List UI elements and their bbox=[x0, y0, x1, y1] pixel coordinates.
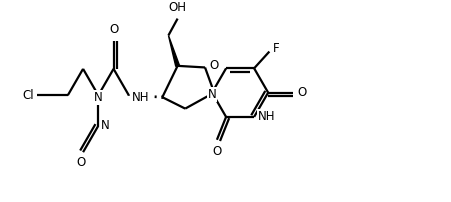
Text: O: O bbox=[212, 145, 221, 158]
Text: NH: NH bbox=[131, 91, 149, 104]
Text: O: O bbox=[76, 156, 86, 169]
Polygon shape bbox=[212, 91, 214, 95]
Text: O: O bbox=[109, 23, 118, 36]
Polygon shape bbox=[168, 35, 179, 66]
Text: O: O bbox=[209, 59, 219, 72]
Text: F: F bbox=[272, 42, 279, 55]
Text: O: O bbox=[297, 86, 306, 99]
Text: N: N bbox=[94, 91, 102, 104]
Text: N: N bbox=[207, 88, 216, 101]
Text: NH: NH bbox=[258, 110, 275, 123]
Text: Cl: Cl bbox=[22, 89, 33, 102]
Text: N: N bbox=[101, 119, 110, 132]
Text: OH: OH bbox=[168, 1, 186, 14]
